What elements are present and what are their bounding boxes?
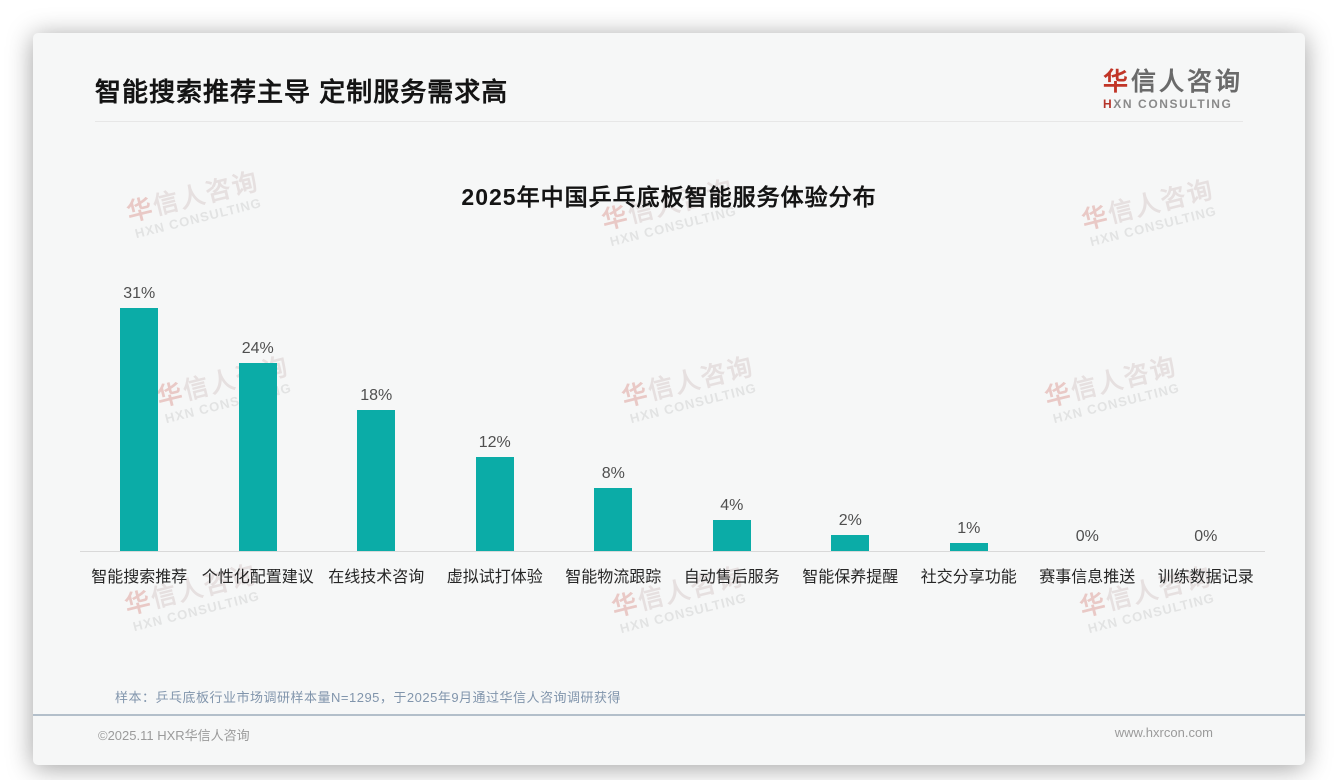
bar-value-label: 4% <box>720 497 744 514</box>
page-title: 智能搜索推荐主导 定制服务需求高 <box>95 77 509 107</box>
bar-value-label: 8% <box>601 465 625 482</box>
bar <box>594 488 633 551</box>
bar-value-label: 1% <box>957 520 981 537</box>
bar-column: 2% <box>791 212 910 551</box>
chart-title: 2025年中国乒乓底板智能服务体验分布 <box>461 184 877 210</box>
sample-note: 样本：乒乓底板行业市场调研样本量N=1295，于2025年9月通过华信人咨询调研… <box>115 690 622 705</box>
bar-value-label: 24% <box>241 340 274 357</box>
bar <box>120 308 159 551</box>
category-label: 赛事信息推送 <box>1039 569 1136 586</box>
category-label: 虚拟试打体验 <box>446 569 543 586</box>
bar-column: 4% <box>673 212 792 551</box>
bar-column: 31% <box>80 212 199 551</box>
bar-column: 12% <box>436 212 555 551</box>
category-label: 训练数据记录 <box>1157 569 1254 586</box>
bar <box>831 535 870 551</box>
category-label: 自动售后服务 <box>683 569 780 586</box>
bar <box>949 543 988 551</box>
bar-value-label: 0% <box>1075 528 1099 545</box>
bar-column: 0% <box>1028 212 1147 551</box>
bar <box>357 410 396 551</box>
category-label: 在线技术咨询 <box>328 569 425 586</box>
bar-column: 0% <box>1147 212 1266 551</box>
bar-value-label: 18% <box>360 387 393 404</box>
bar <box>238 363 277 551</box>
x-axis-labels: 智能搜索推荐 个性化配置建议 在线技术咨询 虚拟试打体验 智能物流跟踪 自动售后服务 智能保… <box>80 551 1265 587</box>
category-label: 社交分享功能 <box>920 569 1017 586</box>
logo-english-text: HXN CONSULTING <box>1102 97 1233 111</box>
category-label: 个性化配置建议 <box>201 569 314 586</box>
bar-value-label: 12% <box>478 434 511 451</box>
bar-chart: 31% 24% 18% 12% 8% 4% 2% 1% 0% 0% <box>80 212 1265 551</box>
bar <box>712 520 751 551</box>
category-label: 智能保养提醒 <box>802 569 899 586</box>
bar-value-label: 31% <box>123 285 156 302</box>
bar-value-label: 0% <box>1194 528 1218 545</box>
header: 智能搜索推荐主导 定制服务需求高 华信人咨询 HXN CONSULTING <box>95 33 1243 122</box>
footer: ©2025.11 HXR华信人咨询 www.hxrcon.com <box>33 714 1305 765</box>
logo-chinese-text: 华信人咨询 <box>1102 67 1243 96</box>
copyright-text: ©2025.11 HXR华信人咨询 <box>98 728 250 743</box>
bar-column: 8% <box>554 212 673 551</box>
report-card: 华信人咨询 HXN CONSULTING 华信人咨询 HXN CONSULTING 华信… <box>33 33 1305 765</box>
bar-column: 18% <box>317 212 436 551</box>
bar-column: 1% <box>910 212 1029 551</box>
category-label: 智能物流跟踪 <box>565 569 662 586</box>
bar-value-label: 2% <box>838 512 862 529</box>
category-label: 智能搜索推荐 <box>91 569 188 586</box>
bar-column: 24% <box>199 212 318 551</box>
bar <box>475 457 514 551</box>
website-url: www.hxrcon.com <box>1114 725 1213 740</box>
company-logo: 华信人咨询 HXN CONSULTING <box>1102 67 1243 122</box>
